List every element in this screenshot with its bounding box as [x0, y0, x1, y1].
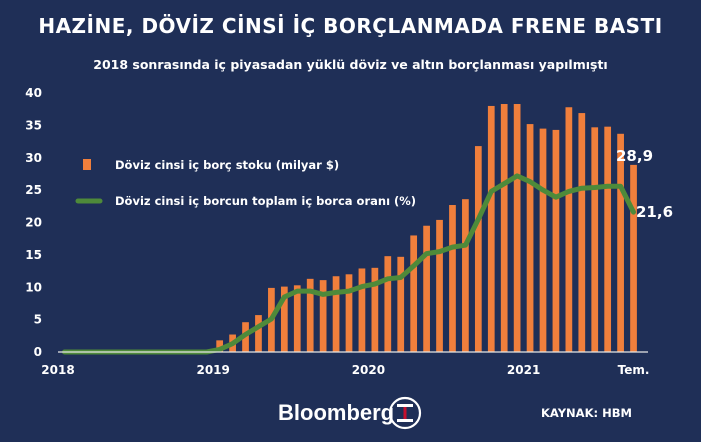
bar: [500, 104, 508, 352]
legend: Döviz cinsi iç borç stoku (milyar $) Döv…: [75, 158, 416, 208]
bar: [280, 286, 288, 352]
bloomberg-logo: Bloomberg: [278, 400, 395, 425]
y-tick-label: 30: [25, 151, 42, 165]
chart-title: HAZİNE, DÖVİZ CİNSİ İÇ BORÇLANMADA FRENE…: [38, 14, 663, 38]
legend-bar-swatch: [83, 159, 91, 170]
bar: [332, 276, 340, 352]
bar: [604, 126, 612, 352]
bar: [449, 205, 456, 352]
bar-series: [216, 104, 637, 353]
legend-line-label: Döviz cinsi iç borcun toplam iç borca or…: [115, 194, 416, 208]
bar: [539, 128, 547, 352]
bar: [436, 219, 443, 352]
bar: [216, 340, 224, 352]
y-tick-label: 15: [25, 248, 42, 262]
bar: [384, 256, 392, 352]
bar: [255, 315, 262, 352]
bar: [306, 278, 314, 352]
bar: [578, 113, 586, 352]
chart-subtitle: 2018 sonrasında iç piyasadan yüklü döviz…: [93, 57, 608, 72]
y-tick-label: 5: [34, 313, 42, 327]
bar: [462, 199, 469, 352]
x-tick-label: 2020: [352, 363, 385, 377]
bar: [345, 274, 353, 352]
bar: [513, 104, 521, 352]
bar: [617, 133, 624, 352]
bar: [474, 146, 482, 352]
legend-bar-label: Döviz cinsi iç borç stoku (milyar $): [115, 158, 339, 172]
x-tick-label: 2021: [507, 363, 540, 377]
x-tick-label: Tem.: [618, 363, 650, 377]
y-axis: 0 5 10 15 20 25 30 35 40: [25, 86, 42, 359]
y-tick-label: 40: [25, 86, 42, 100]
source-note: KAYNAK: HBM: [541, 406, 632, 420]
x-tick-label: 2018: [41, 363, 74, 377]
x-axis: 2018 2019 2020 2021 Tem.: [41, 363, 649, 377]
x-tick-label: 2019: [196, 363, 229, 377]
bar: [371, 267, 379, 352]
y-tick-label: 25: [25, 183, 42, 197]
bar: [358, 268, 366, 352]
bar: [591, 127, 599, 352]
bar: [397, 256, 405, 352]
bar-end-label: 28,9: [616, 147, 653, 165]
bar: [630, 164, 637, 352]
bar: [319, 280, 327, 352]
y-tick-label: 0: [34, 345, 42, 359]
bar: [423, 225, 430, 352]
bar: [565, 107, 573, 353]
y-tick-label: 20: [25, 216, 42, 230]
bar: [293, 285, 301, 352]
bar: [526, 124, 534, 352]
bar: [552, 129, 560, 352]
hbm-logo-icon: [388, 396, 422, 430]
line-end-label: 21,6: [636, 203, 673, 221]
bar: [410, 235, 418, 352]
bar: [487, 105, 495, 352]
y-tick-label: 10: [25, 280, 42, 294]
y-tick-label: 35: [25, 118, 42, 132]
